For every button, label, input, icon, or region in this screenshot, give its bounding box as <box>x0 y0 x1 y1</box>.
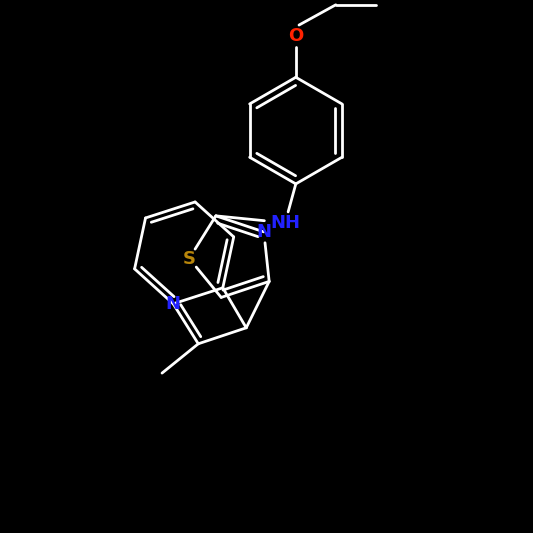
Text: O: O <box>288 27 303 45</box>
Text: S: S <box>183 249 196 268</box>
Text: N: N <box>256 223 271 241</box>
Text: NH: NH <box>270 214 300 232</box>
Text: N: N <box>166 295 181 313</box>
